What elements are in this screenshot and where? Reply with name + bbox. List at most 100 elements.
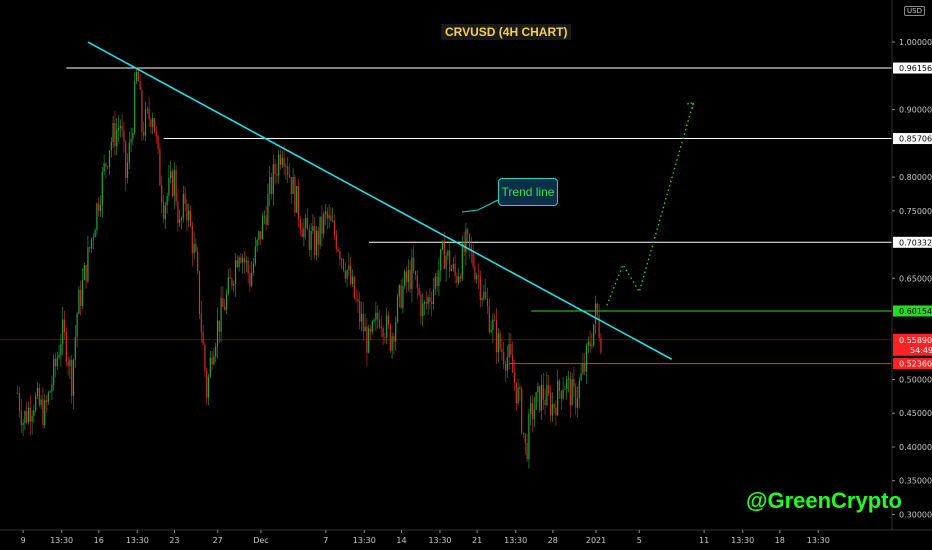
- candle-body: [427, 297, 429, 304]
- candle-body: [526, 442, 528, 460]
- time-axis[interactable]: 9 13:30 16 13:30 23 27 Dec 7 13:30 14 13:30 21 13:30…: [21, 530, 830, 545]
- candle-body: [524, 433, 526, 443]
- candle-body: [80, 289, 82, 306]
- projection-path: [606, 102, 694, 306]
- x-tick-label: 28: [548, 536, 558, 545]
- candle-body: [564, 388, 566, 390]
- candle-body: [364, 326, 366, 332]
- projection-layer: [606, 102, 695, 306]
- candle-body: [305, 217, 307, 228]
- candle-body: [175, 169, 177, 202]
- candle-body: [339, 251, 341, 260]
- candle-body: [548, 384, 550, 394]
- candle-body: [292, 176, 294, 194]
- candle-body: [188, 210, 190, 221]
- candle-body: [555, 407, 557, 416]
- candle-body: [197, 251, 199, 272]
- candle-body: [441, 242, 444, 250]
- candle-body: [90, 238, 93, 249]
- candle-body: [546, 384, 548, 405]
- candle-body: [436, 276, 438, 287]
- candle-body: [45, 400, 48, 403]
- candle-body: [44, 400, 46, 426]
- candle-body: [348, 265, 350, 271]
- candle-body: [157, 136, 159, 149]
- candle-body: [522, 432, 525, 434]
- current-price-label: 0.5589057: [899, 336, 932, 345]
- candle-body: [504, 364, 507, 371]
- candle-body: [470, 246, 472, 251]
- candle-body: [476, 275, 478, 280]
- candle-body: [263, 216, 265, 218]
- candle-body: [594, 303, 597, 325]
- candle-body: [159, 148, 161, 186]
- candle-body: [326, 211, 328, 219]
- candle-body: [224, 306, 226, 311]
- candle-body: [458, 276, 460, 283]
- candle-body: [585, 345, 588, 372]
- candle-body: [177, 201, 179, 224]
- candle-body: [575, 386, 577, 408]
- candle-body: [481, 298, 483, 301]
- candle-body: [207, 376, 210, 398]
- candle-body: [121, 126, 123, 131]
- x-tick-label: 13:30: [807, 536, 830, 545]
- x-tick-label: 13:30: [353, 536, 376, 545]
- candle-body: [366, 326, 368, 353]
- x-tick-label: 13:30: [126, 536, 149, 545]
- x-tick-label: Dec: [253, 536, 268, 545]
- candle-body: [566, 379, 568, 389]
- candle-body: [229, 277, 231, 279]
- level-label-bg: [893, 236, 932, 248]
- candle-body: [117, 128, 120, 131]
- candle-body: [126, 162, 129, 179]
- candle-body: [274, 164, 276, 175]
- currency-badge[interactable]: USD: [904, 6, 925, 16]
- candle-body: [596, 303, 598, 316]
- chart-title: CRVUSD (4H CHART): [441, 24, 572, 40]
- candle-body: [303, 227, 305, 238]
- candle-body: [490, 330, 492, 333]
- candle-body: [243, 258, 246, 263]
- x-tick-label: 13:30: [731, 536, 754, 545]
- candle-body: [139, 81, 141, 90]
- candle-body: [405, 271, 408, 282]
- candle-body: [62, 319, 64, 344]
- candle-body: [179, 219, 181, 224]
- candle-body: [256, 240, 258, 247]
- candle-body: [258, 231, 260, 241]
- candle-body: [528, 414, 530, 460]
- x-tick-label: 27: [213, 536, 223, 545]
- candle-body: [238, 257, 240, 268]
- candle-body: [112, 123, 114, 143]
- candle-body: [81, 279, 84, 306]
- candle-body: [40, 399, 42, 405]
- candle-body: [35, 396, 37, 411]
- candle-body: [114, 123, 116, 147]
- candle-body: [130, 139, 132, 143]
- candle-body: [535, 392, 537, 410]
- candle-body: [423, 302, 426, 304]
- candle-body: [580, 373, 582, 381]
- candle-body: [89, 247, 91, 249]
- candle-body: [306, 217, 309, 230]
- candle-body: [323, 213, 325, 234]
- candle-body: [375, 312, 377, 320]
- candle-body: [483, 291, 485, 299]
- level-label: 0.6015442: [899, 307, 932, 316]
- x-tick-label: 23: [169, 536, 179, 545]
- candle-body: [593, 324, 595, 346]
- candle-body: [74, 336, 76, 360]
- x-tick-label: 21: [472, 536, 482, 545]
- candle-body: [409, 270, 411, 290]
- candle-body: [477, 275, 480, 277]
- candle-body: [162, 202, 165, 219]
- candle-body: [530, 403, 532, 415]
- level-label-bg: [893, 133, 932, 145]
- candle-body: [216, 320, 219, 347]
- candle-body: [297, 186, 300, 220]
- candle-body: [213, 356, 215, 365]
- price-axis[interactable]: 1.0000000 0.9000000 0.8000000 0.7500000 0.65…: [892, 38, 932, 519]
- y-tick-label: 0.6500000: [899, 274, 932, 283]
